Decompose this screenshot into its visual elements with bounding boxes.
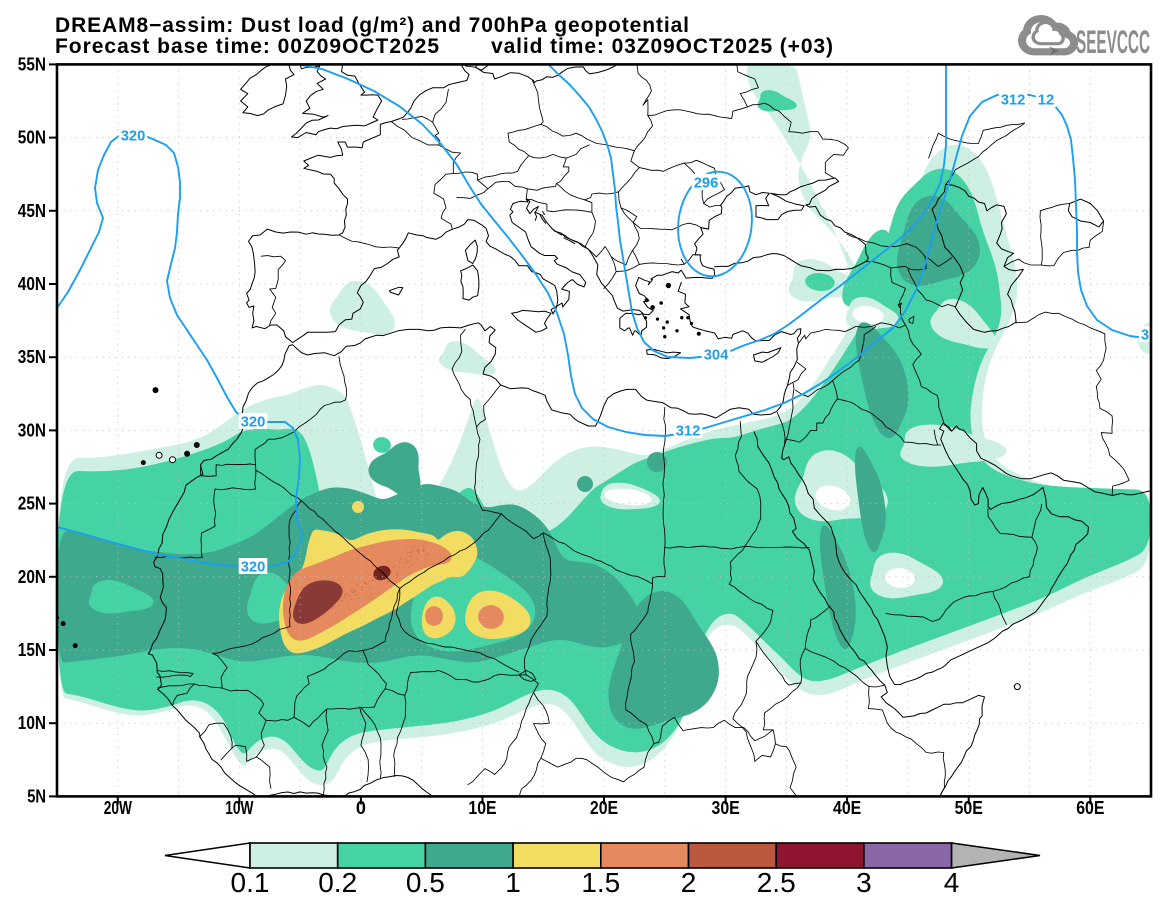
- svg-text:4: 4: [944, 867, 960, 898]
- svg-text:1.5: 1.5: [581, 867, 620, 898]
- svg-text:2.5: 2.5: [757, 867, 796, 898]
- svg-text:40N: 40N: [18, 274, 46, 294]
- svg-text:0: 0: [356, 798, 366, 818]
- svg-text:60E: 60E: [1076, 798, 1104, 818]
- svg-text:12: 12: [1038, 91, 1054, 108]
- svg-text:40E: 40E: [833, 798, 861, 818]
- svg-text:2: 2: [681, 867, 697, 898]
- svg-text:20E: 20E: [590, 798, 618, 818]
- svg-text:15N: 15N: [18, 640, 46, 660]
- svg-text:50E: 50E: [955, 798, 983, 818]
- svg-text:25N: 25N: [18, 494, 46, 514]
- svg-text:5N: 5N: [27, 786, 46, 806]
- svg-text:304: 304: [704, 346, 729, 363]
- svg-text:3: 3: [856, 867, 872, 898]
- svg-text:312: 312: [1001, 91, 1026, 108]
- svg-text:3: 3: [1141, 326, 1149, 343]
- svg-text:0.2: 0.2: [318, 867, 357, 898]
- svg-text:0.1: 0.1: [231, 867, 270, 898]
- svg-text:Forecast base time: 00Z09OCT20: Forecast base time: 00Z09OCT2025: [55, 35, 439, 58]
- svg-text:DREAM8−assim: Dust load (g/m²): DREAM8−assim: Dust load (g/m²) and 700hP…: [55, 14, 689, 37]
- svg-text:320: 320: [121, 127, 146, 144]
- svg-text:SEEVCCC: SEEVCCC: [1076, 24, 1150, 60]
- svg-text:10W: 10W: [225, 798, 253, 818]
- svg-text:10N: 10N: [18, 713, 46, 733]
- svg-text:0.5: 0.5: [406, 867, 445, 898]
- svg-text:30E: 30E: [712, 798, 740, 818]
- svg-text:1: 1: [505, 867, 521, 898]
- svg-text:20W: 20W: [104, 798, 132, 818]
- svg-text:20N: 20N: [18, 567, 46, 587]
- svg-text:45N: 45N: [18, 201, 46, 221]
- svg-text:50N: 50N: [18, 128, 46, 148]
- svg-text:30N: 30N: [18, 420, 46, 440]
- svg-text:55N: 55N: [18, 54, 46, 74]
- svg-text:10E: 10E: [468, 798, 496, 818]
- svg-text:35N: 35N: [18, 347, 46, 367]
- svg-text:valid time: 03Z09OCT2025 (+03): valid time: 03Z09OCT2025 (+03): [491, 35, 833, 58]
- svg-text:296: 296: [694, 174, 719, 191]
- svg-text:320: 320: [241, 413, 266, 430]
- svg-text:312: 312: [676, 422, 701, 439]
- svg-text:320: 320: [241, 558, 266, 575]
